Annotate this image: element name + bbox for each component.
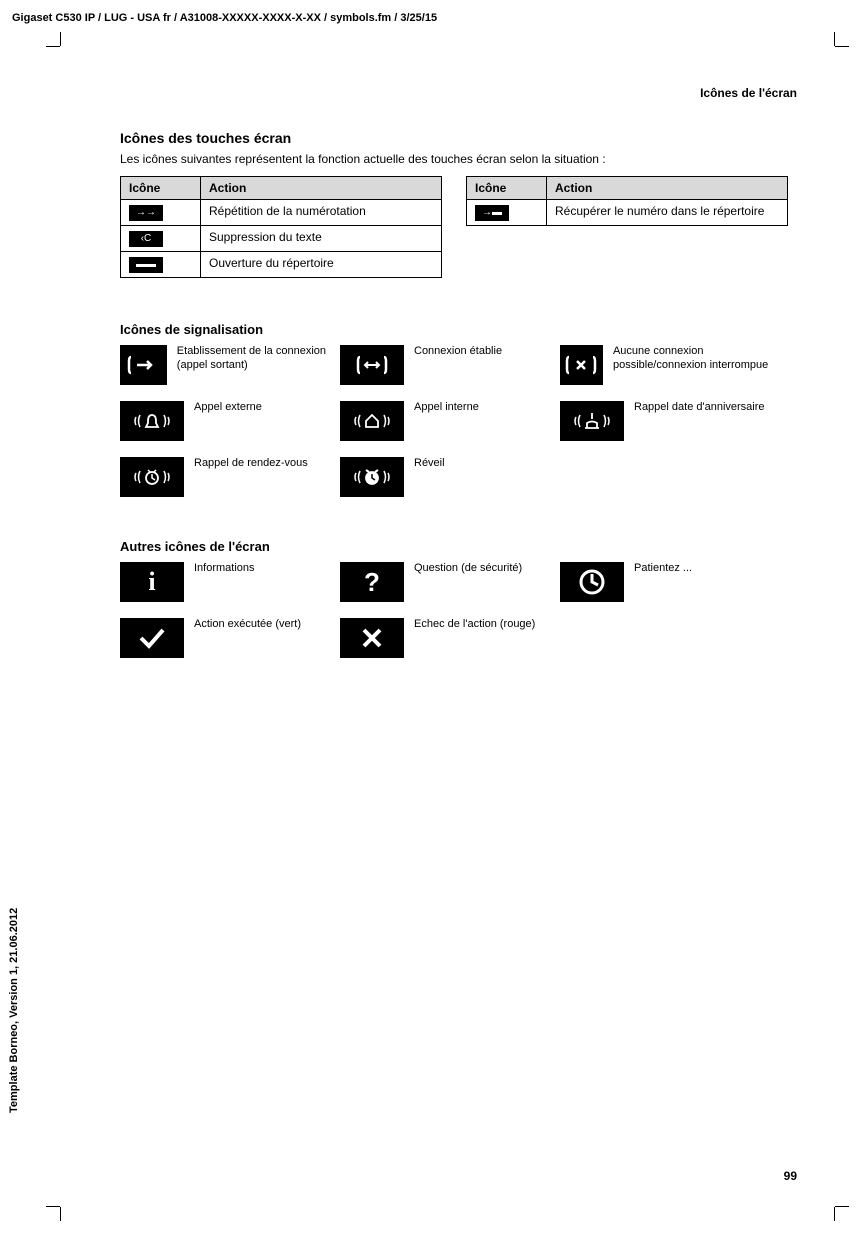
table-row: ‹C Suppression du texte bbox=[121, 226, 442, 252]
list-item: Connexion établie bbox=[340, 345, 560, 385]
action-label: Ouverture du répertoire bbox=[201, 252, 442, 278]
list-item: ? Question (de sécurité) bbox=[340, 562, 560, 602]
icon-label: Patientez ... bbox=[634, 562, 692, 576]
signal-icons-grid: Etablissement de la connexion (appel sor… bbox=[120, 345, 800, 513]
redial-icon: →→ bbox=[129, 205, 163, 221]
icon-label: Appel interne bbox=[414, 401, 479, 415]
intro-text: Les icônes suivantes représentent la fon… bbox=[120, 152, 800, 166]
error-icon bbox=[340, 618, 404, 658]
call-connected-icon bbox=[340, 345, 404, 385]
to-directory-icon: →▬ bbox=[475, 205, 509, 221]
icon-label: Appel externe bbox=[194, 401, 262, 415]
directory-icon: ▬▬ bbox=[129, 257, 163, 273]
wait-icon bbox=[560, 562, 624, 602]
table-header-row: Icône Action bbox=[467, 177, 788, 200]
icon-label: Rappel date d'anniversaire bbox=[634, 401, 765, 415]
external-call-icon bbox=[120, 401, 184, 441]
list-item: Etablissement de la connexion (appel sor… bbox=[120, 345, 340, 385]
list-item: i Informations bbox=[120, 562, 340, 602]
other-icons-grid: i Informations ? Question (de sécurité) … bbox=[120, 562, 800, 674]
internal-call-icon bbox=[340, 401, 404, 441]
info-icon: i bbox=[120, 562, 184, 602]
crop-mark bbox=[46, 46, 60, 47]
list-item: Rappel de rendez-vous bbox=[120, 457, 340, 497]
heading-softkey-icons: Icônes des touches écran bbox=[120, 130, 800, 146]
list-item: Patientez ... bbox=[560, 562, 780, 602]
page-content: Icônes des touches écran Les icônes suiv… bbox=[120, 130, 800, 674]
template-version: Template Borneo, Version 1, 21.06.2012 bbox=[8, 908, 20, 1113]
list-item: Appel externe bbox=[120, 401, 340, 441]
col-action: Action bbox=[201, 177, 442, 200]
icon-label: Connexion établie bbox=[414, 345, 502, 359]
call-failed-icon bbox=[560, 345, 603, 385]
list-item: Echec de l'action (rouge) bbox=[340, 618, 560, 658]
crop-mark bbox=[834, 1207, 835, 1221]
list-item: Appel interne bbox=[340, 401, 560, 441]
list-item: Aucune connexion possible/connexion inte… bbox=[560, 345, 780, 385]
col-icon: Icône bbox=[121, 177, 201, 200]
success-icon bbox=[120, 618, 184, 658]
table-row: ▬▬ Ouverture du répertoire bbox=[121, 252, 442, 278]
col-action: Action bbox=[547, 177, 788, 200]
list-item: Réveil bbox=[340, 457, 560, 497]
table-row: →→ Répétition de la numérotation bbox=[121, 200, 442, 226]
alarm-icon bbox=[340, 457, 404, 497]
icon-label: Echec de l'action (rouge) bbox=[414, 618, 535, 632]
crop-mark bbox=[834, 32, 835, 46]
icon-label: Rappel de rendez-vous bbox=[194, 457, 308, 471]
action-label: Répétition de la numérotation bbox=[201, 200, 442, 226]
icon-label: Informations bbox=[194, 562, 255, 576]
icon-label: Action exécutée (vert) bbox=[194, 618, 301, 632]
call-outgoing-icon bbox=[120, 345, 167, 385]
table-header-row: Icône Action bbox=[121, 177, 442, 200]
appointment-icon bbox=[120, 457, 184, 497]
heading-signal-icons: Icônes de signalisation bbox=[120, 322, 800, 337]
table-row: →▬ Récupérer le numéro dans le répertoir… bbox=[467, 200, 788, 226]
backspace-icon: ‹C bbox=[129, 231, 163, 247]
icon-table-1: Icône Action →→ Répétition de la numérot… bbox=[120, 176, 442, 278]
crop-mark bbox=[835, 1206, 849, 1207]
birthday-icon bbox=[560, 401, 624, 441]
action-label: Récupérer le numéro dans le répertoire bbox=[547, 200, 788, 226]
crop-mark bbox=[835, 46, 849, 47]
section-header: Icônes de l'écran bbox=[700, 86, 797, 100]
question-icon: ? bbox=[340, 562, 404, 602]
heading-other-icons: Autres icônes de l'écran bbox=[120, 539, 800, 554]
icon-label: Question (de sécurité) bbox=[414, 562, 522, 576]
icon-label: Aucune connexion possible/connexion inte… bbox=[613, 345, 780, 373]
crop-mark bbox=[60, 32, 61, 46]
crop-mark bbox=[46, 1206, 60, 1207]
icon-label: Réveil bbox=[414, 457, 445, 471]
list-item: Action exécutée (vert) bbox=[120, 618, 340, 658]
icon-label: Etablissement de la connexion (appel sor… bbox=[177, 345, 340, 373]
col-icon: Icône bbox=[467, 177, 547, 200]
icon-table-2: Icône Action →▬ Récupérer le numéro dans… bbox=[466, 176, 788, 226]
list-item: Rappel date d'anniversaire bbox=[560, 401, 780, 441]
page-number: 99 bbox=[784, 1169, 797, 1183]
action-label: Suppression du texte bbox=[201, 226, 442, 252]
crop-mark bbox=[60, 1207, 61, 1221]
doc-header: Gigaset C530 IP / LUG - USA fr / A31008-… bbox=[12, 12, 437, 24]
